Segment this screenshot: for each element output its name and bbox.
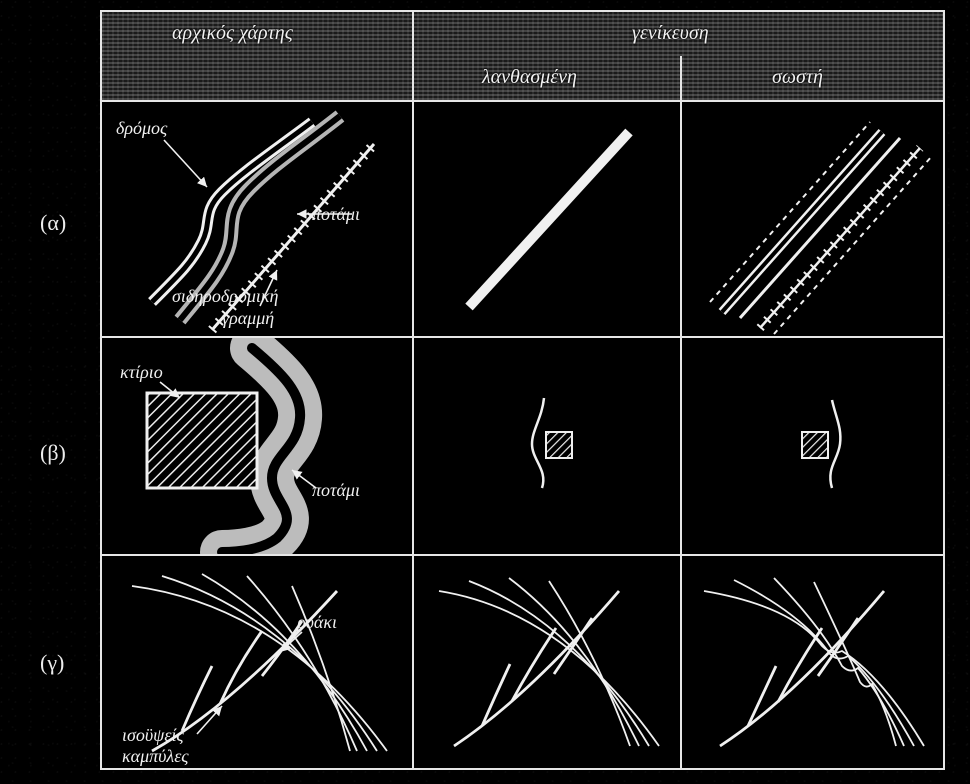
- row-label-c: (γ): [40, 650, 64, 676]
- label-contours-1: ισοϋψείς: [122, 725, 184, 745]
- table-row: δρόμος ποτάμι σιδηροδρομική γραμμή: [102, 100, 943, 338]
- label-road: δρόμος: [116, 118, 168, 138]
- page: (α) (β) (γ) αρχικός χάρτης γενίκευση λαν…: [0, 0, 970, 784]
- row-label-b: (β): [40, 440, 66, 466]
- header-left-label: αρχικός χάρτης: [172, 22, 293, 45]
- table-frame: αρχικός χάρτης γενίκευση λανθασμένη σωστ…: [100, 10, 945, 770]
- label-river-a: ποτάμι: [312, 204, 360, 224]
- cell-b-original: κτίριο ποτάμι: [102, 338, 412, 556]
- label-stream: ρυάκι: [296, 612, 337, 632]
- cell-c-wrong: [414, 556, 680, 772]
- label-building: κτίριο: [120, 362, 163, 382]
- label-rail-2: γραμμή: [222, 308, 274, 328]
- label-river-b: ποτάμι: [312, 480, 360, 500]
- header-right-label: σωστή: [772, 66, 823, 89]
- table-body: δρόμος ποτάμι σιδηροδρομική γραμμή: [102, 100, 943, 768]
- cell-c-original: ρυάκι ισοϋψείς καμπύλες: [102, 556, 412, 772]
- header-mid-label: λανθασμένη: [482, 66, 577, 89]
- cell-c-correct: [682, 556, 944, 772]
- cell-a-correct: [682, 102, 944, 338]
- header-right-group-label: γενίκευση: [632, 22, 709, 45]
- header-vline-2b: [680, 56, 682, 100]
- cell-a-original: δρόμος ποτάμι σιδηροδρομική γραμμή: [102, 102, 412, 338]
- cell-a-wrong: [414, 102, 680, 338]
- cell-b-wrong: [414, 338, 680, 556]
- label-contours-2: καμπύλες: [122, 746, 189, 766]
- header-vline: [412, 12, 414, 56]
- table-row: ρυάκι ισοϋψείς καμπύλες: [102, 554, 943, 772]
- table-row: κτίριο ποτάμι: [102, 336, 943, 556]
- label-rail-1: σιδηροδρομική: [172, 286, 278, 306]
- header-vline-2a: [412, 56, 414, 100]
- header-row-2: λανθασμένη σωστή: [102, 56, 943, 102]
- header-row-1: αρχικός χάρτης γενίκευση: [102, 12, 943, 58]
- row-label-a: (α): [40, 210, 66, 236]
- cell-b-correct: [682, 338, 944, 556]
